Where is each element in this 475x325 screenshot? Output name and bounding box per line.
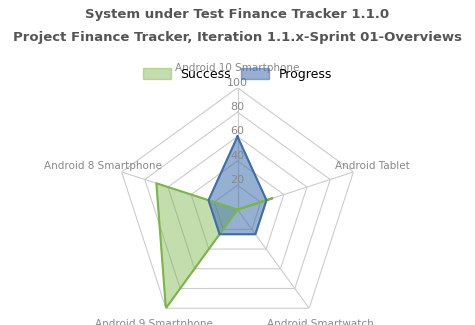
- Text: 20: 20: [230, 175, 245, 185]
- Polygon shape: [156, 183, 272, 308]
- Text: 80: 80: [230, 102, 245, 112]
- Text: 40: 40: [230, 151, 245, 161]
- Text: System under Test Finance Tracker 1.1.0: System under Test Finance Tracker 1.1.0: [86, 8, 389, 21]
- Text: Project Finance Tracker, Iteration 1.1.x-Sprint 01-Overviews: Project Finance Tracker, Iteration 1.1.x…: [13, 31, 462, 44]
- Text: 100: 100: [227, 78, 248, 88]
- Text: 60: 60: [230, 126, 245, 136]
- Polygon shape: [209, 136, 266, 234]
- Legend: Success, Progress: Success, Progress: [138, 63, 337, 86]
